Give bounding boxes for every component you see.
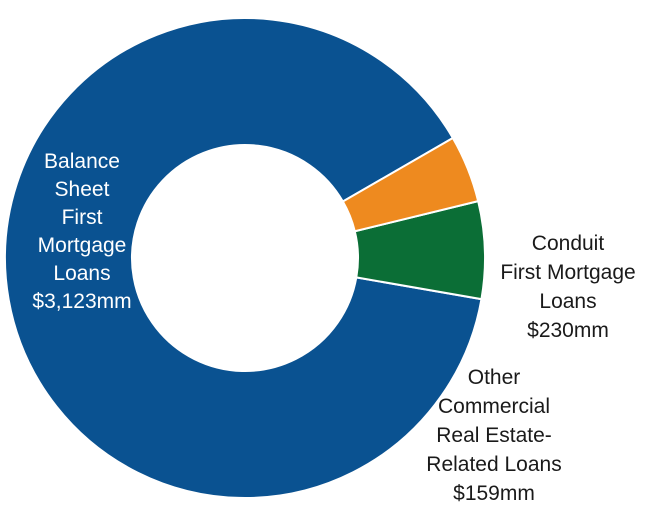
slice-label-line: Mortgage (38, 234, 127, 257)
slice-label-conduit: Conduit First Mortgage Loans $230mm (500, 232, 635, 342)
slice-label-line: Loans (539, 290, 596, 313)
slice-label-line: Conduit (532, 232, 605, 255)
donut-hole (132, 145, 358, 371)
slice-labels: Balance Sheet First Mortgage Loans $3,123mm Co… (32, 150, 635, 505)
slice-label-line: First (62, 206, 103, 229)
slice-label-line: $230mm (527, 319, 609, 342)
slice-label-line: Sheet (55, 178, 110, 201)
slice-label-line: Other (468, 366, 521, 389)
slice-label-line: Loans (53, 262, 110, 285)
slice-label-other-cre: Other Commercial Real Estate- Related Loans… (426, 366, 561, 505)
slice-label-line: First Mortgage (500, 261, 635, 284)
slice-label-line: Balance (44, 150, 120, 173)
slice-label-line: $3,123mm (32, 290, 131, 313)
slice-label-line: Related Loans (426, 453, 561, 476)
slice-label-line: Commercial (438, 395, 550, 418)
donut-slices (4, 17, 486, 499)
slice-label-line: Real Estate- (436, 424, 552, 447)
slice-label-balance-sheet: Balance Sheet First Mortgage Loans $3,123mm (32, 150, 131, 313)
slice-label-line: $159mm (453, 482, 535, 505)
